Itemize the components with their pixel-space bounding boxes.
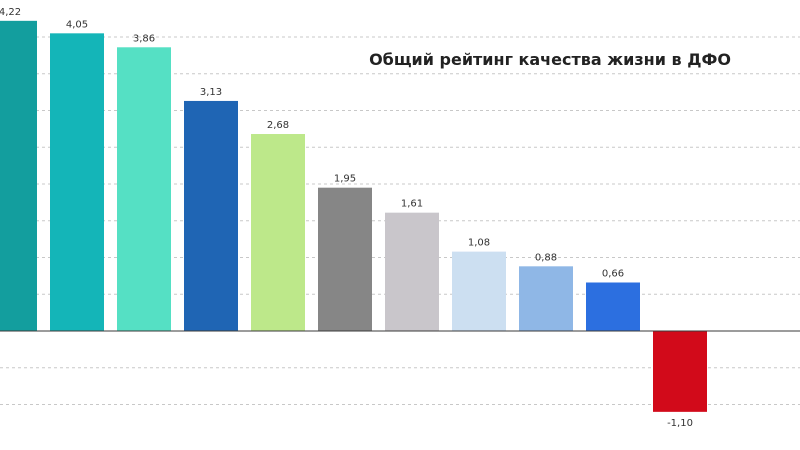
data-label: 1,08 xyxy=(468,238,490,249)
bar xyxy=(0,20,37,332)
data-label: 4,05 xyxy=(66,19,88,30)
bar xyxy=(318,187,372,331)
chart-title: Общий рейтинг качества жизни в ДФО xyxy=(369,50,731,69)
bar xyxy=(586,282,640,331)
bar xyxy=(519,266,573,331)
data-label: 4,22 xyxy=(0,7,21,18)
data-label: 0,88 xyxy=(535,252,557,263)
data-label: 2,68 xyxy=(267,120,289,131)
bar xyxy=(251,134,305,331)
bar xyxy=(385,212,439,331)
bar xyxy=(452,251,506,331)
data-label: -1,10 xyxy=(667,418,693,429)
data-label: 3,86 xyxy=(133,33,155,44)
bar xyxy=(50,33,104,331)
bar xyxy=(117,47,171,331)
bar xyxy=(653,331,707,412)
bars xyxy=(0,20,707,412)
bar xyxy=(184,100,238,331)
data-labels: 4,22 4,05 3,86 3,13 2,68 1,95 1,61 1,08 0,88 0,66… xyxy=(0,7,693,429)
data-label: 0,66 xyxy=(602,268,624,279)
data-label: 1,61 xyxy=(401,199,423,210)
data-label: 3,13 xyxy=(200,87,222,98)
data-label: 1,95 xyxy=(334,174,356,185)
